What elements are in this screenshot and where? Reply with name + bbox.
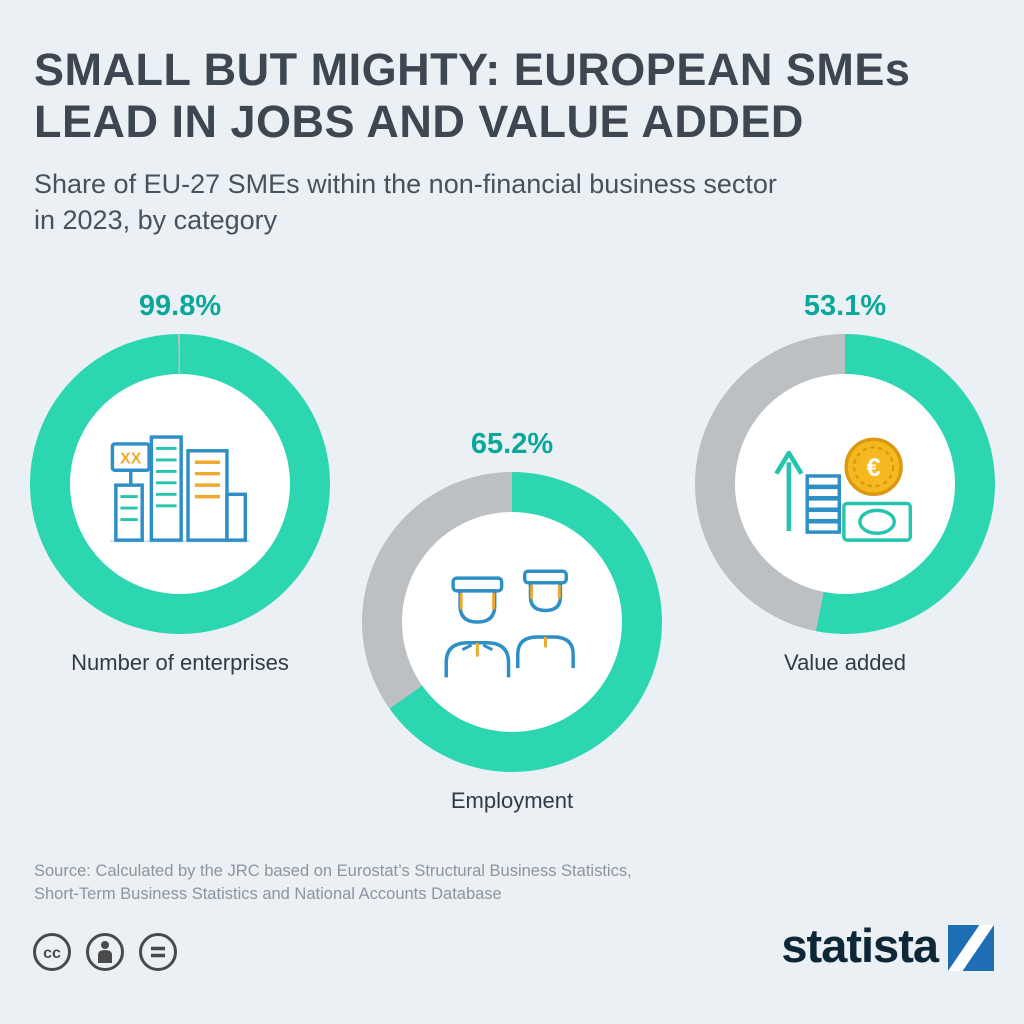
- donut-ring-value-added: €: [695, 334, 995, 634]
- percent-label-value-added: 53.1%: [803, 290, 887, 322]
- buildings-icon: XX: [95, 414, 265, 554]
- subtitle-line-1: Share of EU-27 SMEs within the non-finan…: [34, 169, 777, 199]
- donut-chart-enterprises: 99.8% XX: [30, 290, 330, 676]
- subtitle-line-2: in 2023, by category: [34, 205, 278, 235]
- category-label-employment: Employment: [450, 788, 574, 813]
- percent-label-employment: 65.2%: [470, 428, 554, 460]
- title-line-2: LEAD IN JOBS AND VALUE ADDED: [34, 96, 804, 147]
- statista-logo-mark: [948, 924, 994, 971]
- statista-wordmark: statista: [781, 919, 939, 972]
- statista-logo[interactable]: statista: [781, 919, 994, 972]
- subtitle: Share of EU-27 SMEs within the non-finan…: [34, 166, 777, 238]
- donut-ring-employment: [362, 472, 662, 772]
- source-line-2: Short-Term Business Statistics and Natio…: [34, 885, 502, 903]
- euro-symbol: €: [867, 454, 881, 482]
- attribution-icon[interactable]: [85, 932, 125, 972]
- donut-chart-employment: 65.2%: [362, 428, 662, 814]
- page-title: SMALL BUT MIGHTY: EUROPEAN SMEs LEAD IN …: [34, 44, 910, 148]
- cc-license[interactable]: cc: [32, 932, 178, 972]
- source-line-1: Source: Calculated by the JRC based on E…: [34, 862, 632, 880]
- percent-label-enterprises: 99.8%: [138, 290, 222, 322]
- sign-text: XX: [120, 449, 142, 467]
- equals-icon[interactable]: [138, 932, 178, 972]
- money-growth-icon: €: [760, 414, 930, 554]
- donut-chart-value-added: 53.1%: [695, 290, 995, 676]
- cc-icon[interactable]: cc: [32, 932, 72, 972]
- source-note: Source: Calculated by the JRC based on E…: [34, 860, 632, 906]
- cc-icon-text: cc: [43, 945, 61, 962]
- donut-ring-enterprises: XX: [30, 334, 330, 634]
- category-label-enterprises: Number of enterprises: [71, 650, 289, 675]
- category-label-value-added: Value added: [784, 650, 906, 675]
- workers-icon: [427, 552, 597, 692]
- title-line-1: SMALL BUT MIGHTY: EUROPEAN SMEs: [34, 44, 911, 95]
